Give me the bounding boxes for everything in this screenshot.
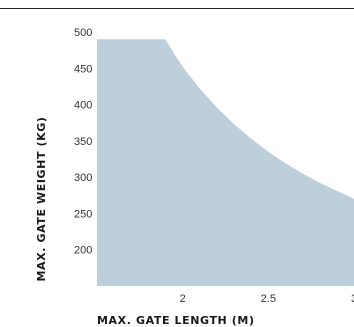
x-tick-label: 2: [180, 293, 186, 305]
y-tick-label: 350: [74, 136, 92, 148]
x-tick-label: 3: [351, 293, 354, 305]
area-layer: [97, 39, 354, 286]
y-tick-label: 500: [74, 27, 92, 39]
x-tick-labels: 22.53: [180, 293, 354, 305]
y-tick-label: 200: [74, 245, 92, 257]
y-tick-label: 250: [74, 208, 92, 220]
y-tick-label: 450: [74, 63, 92, 75]
y-tick-label: 400: [74, 100, 92, 112]
x-axis-title: MAX. GATE LENGTH (M): [97, 314, 255, 327]
area-series: [97, 39, 354, 286]
x-tick-label: 2.5: [261, 293, 276, 305]
y-axis-title: MAX. GATE WEIGHT (KG): [35, 117, 48, 282]
y-tick-label: 300: [74, 172, 92, 184]
y-tick-labels: 200 250 300 350 400 450 500: [74, 27, 92, 257]
